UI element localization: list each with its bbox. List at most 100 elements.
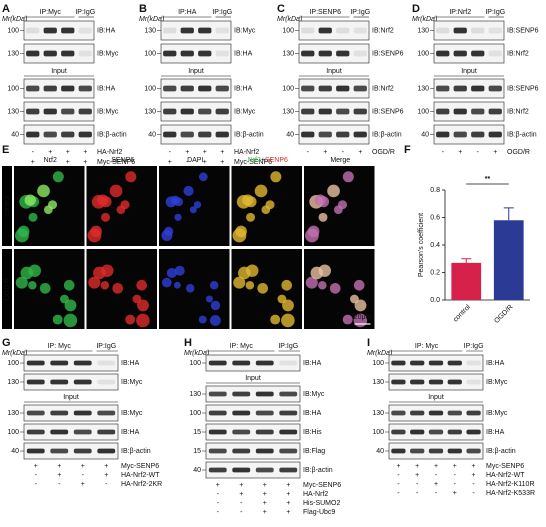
input-label: Input (326, 68, 342, 75)
blot-band (43, 85, 57, 92)
condition-sign: - (82, 472, 85, 479)
blot-band (73, 448, 92, 454)
panel-letter: G (2, 337, 11, 349)
column-header-part: Nrf2 (248, 157, 261, 164)
scale-bar-label: 20μm (354, 314, 372, 321)
blot-band (232, 448, 251, 454)
cell (270, 171, 282, 183)
ip-header: IP:HA (178, 9, 197, 16)
condition-sign: + (57, 463, 61, 470)
cell (101, 212, 110, 222)
blot-band (428, 429, 444, 435)
mw-marker: 100 (7, 429, 19, 436)
panel-letter: H (184, 337, 192, 349)
blot-band (471, 108, 485, 115)
condition-sign: + (453, 463, 457, 470)
blot-band (336, 50, 350, 57)
condition-name: HA-Nrf2 (97, 149, 122, 156)
condition-sign: + (216, 482, 220, 489)
cell (342, 171, 354, 183)
blot-band (353, 131, 367, 138)
condition-sign: + (263, 509, 267, 516)
y-axis-label: Pearson's coefficient (418, 213, 425, 277)
cell (337, 200, 348, 210)
blot-band (61, 27, 75, 34)
cell (109, 184, 123, 198)
panel-letter: C (277, 3, 285, 15)
mr-label: Mr(kDa) (412, 16, 437, 23)
condition-sign: + (434, 481, 438, 488)
condition-name: HA-Nrf2 (234, 149, 259, 156)
mr-label: Mr(kDa) (139, 16, 164, 23)
condition-sign: - (397, 472, 400, 479)
mw-marker: 130 (372, 379, 384, 386)
blot-label: IB:Myc (97, 50, 119, 57)
blot-band (26, 448, 45, 454)
blot-band (43, 50, 57, 57)
blot-band (208, 448, 227, 454)
input-label: Input (245, 375, 261, 382)
condition-sign: - (397, 490, 400, 497)
cell (47, 200, 58, 210)
ip-header: IP:Nrf2 (449, 9, 471, 16)
condition-sign: + (203, 159, 207, 166)
mw-marker: 130 (7, 379, 19, 386)
blot-band (336, 27, 350, 34)
blot-band (26, 379, 45, 385)
condition-sign: + (415, 472, 419, 479)
blot-band (26, 360, 45, 366)
condition-sign: + (57, 472, 61, 479)
cell (232, 228, 247, 243)
bar (493, 220, 524, 300)
blot-band (180, 27, 194, 34)
cell (198, 315, 207, 324)
cell (20, 266, 34, 280)
condition-name: HA-Nrf2 (303, 491, 328, 498)
blot-band (428, 379, 444, 385)
input-label: Input (428, 394, 444, 401)
blot-band (26, 85, 40, 92)
blot-band (97, 448, 116, 454)
blot-band (198, 131, 212, 138)
blot-band (391, 448, 406, 454)
blot-label: IB:HA (486, 429, 505, 436)
blot-band (318, 85, 332, 92)
blot-band (279, 467, 298, 473)
blot-label: IB:β-actin (486, 448, 516, 455)
input-label: Input (461, 68, 477, 75)
cell (52, 314, 63, 325)
cell (210, 300, 221, 311)
blot-band (78, 27, 92, 34)
blot-band (353, 108, 367, 115)
blot-label: IB:Nrf2 (507, 50, 529, 57)
blot-band (391, 360, 406, 366)
condition-sign: + (286, 482, 290, 489)
blot-band (279, 429, 298, 435)
condition-name: HA-Nrf2-2KR (121, 481, 162, 488)
panel-letter: A (2, 3, 10, 15)
blot-band (436, 131, 450, 138)
mw-marker: 130 (417, 85, 429, 92)
blot-band (471, 131, 485, 138)
condition-sign: - (169, 149, 172, 156)
row-label: OGD/R (4, 278, 11, 301)
cell (189, 206, 197, 214)
blot-band (428, 360, 444, 366)
blot-label: IB:HA (97, 85, 116, 92)
blot-label: IB:HA (303, 360, 322, 367)
blot-band (453, 50, 467, 57)
blot-band (436, 108, 450, 115)
blot-band (301, 131, 315, 138)
blot-band (410, 448, 425, 454)
cell (63, 313, 78, 328)
cell (15, 276, 28, 289)
cell (305, 276, 318, 289)
mw-marker: 130 (144, 108, 156, 115)
cell (246, 212, 255, 222)
condition-sign: + (185, 149, 189, 156)
blot-band (78, 85, 92, 92)
blot-band (488, 50, 502, 57)
blot-label: IB:Nrf2 (507, 108, 529, 115)
mw-marker: 130 (417, 27, 429, 34)
significance-label: ** (485, 176, 491, 183)
